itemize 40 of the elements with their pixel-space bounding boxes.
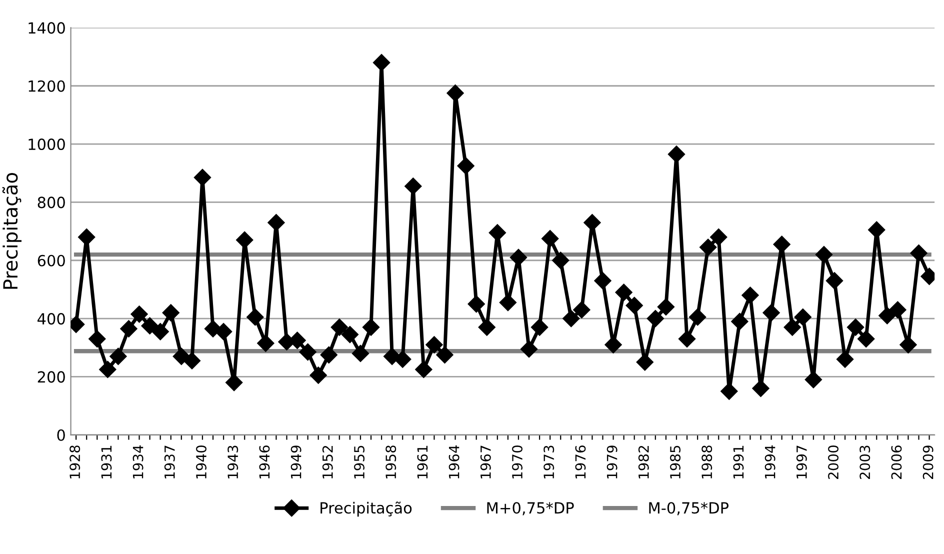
- y-tick-label: 800: [38, 196, 65, 208]
- x-tick-label: 1967: [480, 446, 491, 478]
- x-tick-label: 1946: [259, 445, 270, 478]
- x-tick-label: 2003: [860, 446, 870, 479]
- x-tick-label: 1955: [354, 446, 365, 478]
- y-tick-label: 1400: [28, 22, 65, 34]
- x-tick-label: 1952: [322, 446, 333, 478]
- y-tick-label: 1000: [28, 138, 65, 150]
- x-tick-label: 2009: [922, 446, 934, 479]
- y-tick-label: 600: [38, 254, 65, 266]
- x-tick-label: 1934: [132, 445, 144, 478]
- x-tick-label: 1979: [606, 446, 618, 478]
- x-tick-label: 1931: [101, 446, 112, 478]
- x-tick-label: 1982: [638, 446, 649, 478]
- y-tick-label: 0: [57, 429, 65, 441]
- x-tick-label: 1976: [575, 445, 586, 478]
- x-tick-label: 1940: [196, 446, 206, 478]
- x-tick-label: 1991: [733, 446, 744, 478]
- y-tick-label: 1200: [28, 80, 65, 92]
- x-tick-label: 1949: [290, 446, 302, 478]
- x-tick-label: 1961: [417, 446, 428, 478]
- x-tick-label: 1958: [386, 446, 396, 478]
- legend-label: M+0,75*DP: [487, 502, 574, 516]
- x-tick-label: 2000: [828, 446, 839, 479]
- y-axis-title: Precipitação: [2, 172, 22, 289]
- legend-label: Precipitação: [320, 502, 412, 517]
- x-tick-label: 1997: [796, 446, 807, 478]
- x-tick-label: 1943: [228, 446, 238, 478]
- x-tick-label: 1973: [544, 446, 554, 478]
- x-tick-label: 1994: [764, 445, 776, 478]
- x-tick-label: 1970: [512, 446, 523, 478]
- y-tick-label: 400: [38, 313, 65, 325]
- x-tick-label: 1937: [164, 446, 175, 478]
- x-tick-label: 1964: [448, 445, 460, 478]
- x-tick-label: 1988: [702, 446, 712, 478]
- legend-label: M-0,75*DP: [649, 502, 729, 516]
- x-tick-label: 1928: [70, 446, 80, 478]
- x-tick-label: 1985: [670, 446, 681, 478]
- y-tick-label: 200: [38, 371, 65, 383]
- x-tick-label: 2006: [891, 445, 902, 479]
